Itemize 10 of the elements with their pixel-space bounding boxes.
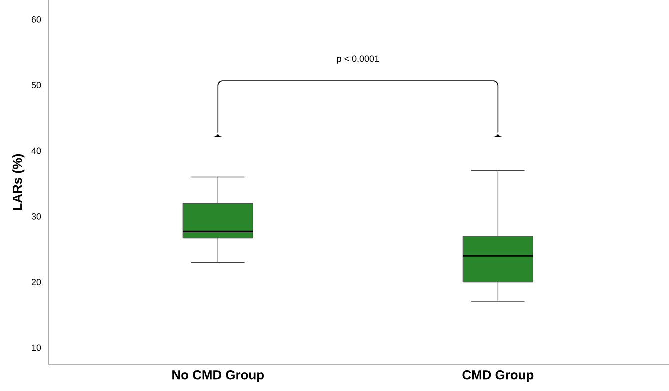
y-tick-label: 40 — [32, 148, 42, 154]
y-tick-label: 60 — [32, 16, 42, 23]
annotation: p < 0.0001 — [337, 56, 380, 64]
y-tick-label: 10 — [32, 344, 42, 352]
y-tick-label: 20 — [32, 279, 42, 286]
x-tick-label: CMD Group — [462, 370, 534, 382]
y-tick-label: 30 — [32, 213, 42, 220]
y-tick-label: 50 — [32, 82, 42, 89]
y-axis-title: LARs (%) — [12, 154, 25, 210]
x-tick-label: No CMD Group — [172, 370, 264, 382]
